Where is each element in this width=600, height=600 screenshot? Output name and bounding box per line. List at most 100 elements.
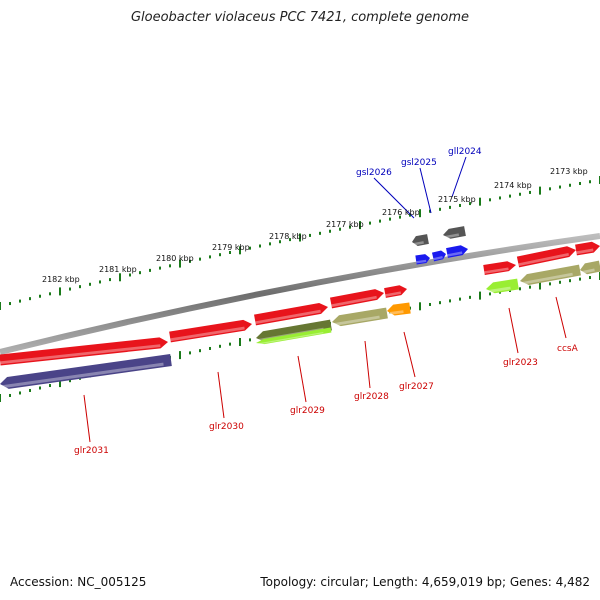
gene-label-ccsA[interactable]: ccsA xyxy=(557,344,579,354)
lower-scale-tick xyxy=(559,280,561,284)
leader-gll2024 xyxy=(451,156,467,198)
label-leaders xyxy=(83,156,567,443)
gene-glr2027 xyxy=(384,285,407,298)
lower-scale-tick xyxy=(569,279,571,283)
lower-scale-tick xyxy=(229,342,231,346)
genome-backbone xyxy=(0,233,600,355)
gene-label-gsl2025[interactable]: gsl2025 xyxy=(401,158,437,168)
lower-scale-tick xyxy=(519,287,521,291)
scale-label-2176: 2176 kbp xyxy=(382,208,420,217)
gene-gll2024 xyxy=(446,245,468,258)
upper-scale-tick xyxy=(409,213,411,217)
scale-label-2175: 2175 kbp xyxy=(438,195,476,204)
upper-scale-tick xyxy=(429,209,431,213)
upper-scale-tick xyxy=(109,278,111,282)
upper-scale-tick xyxy=(209,255,211,259)
upper-scale-tick xyxy=(539,186,541,195)
gene-glr2023-track2-shine xyxy=(486,286,511,294)
upper-scale-tick xyxy=(39,294,41,298)
gene-gll2024-track2-shine xyxy=(443,233,460,239)
upper-scale-tick xyxy=(439,207,441,211)
lower-scale-tick xyxy=(439,301,441,305)
gene-glr2028-shine xyxy=(331,295,377,308)
gene-glr2027-shine xyxy=(385,291,402,297)
gene-glr2023 xyxy=(483,261,516,275)
upper-scale-tick xyxy=(489,198,491,202)
upper-scale-tick xyxy=(0,302,1,310)
upper-scale-tick xyxy=(89,282,91,286)
gene-label-glr2027[interactable]: glr2027 xyxy=(399,382,434,392)
gene-label-gll2024[interactable]: gll2024 xyxy=(448,147,482,157)
gene-label-glr2023[interactable]: glr2023 xyxy=(503,358,538,368)
gene-ccsA-shine xyxy=(518,252,570,267)
lower-scale-tick xyxy=(469,295,471,299)
gene-label-glr2028[interactable]: glr2028 xyxy=(354,392,389,402)
gene-gll2024-track2 xyxy=(443,226,466,239)
gene-gsl2026-track2-shine xyxy=(412,241,424,246)
upper-scale-tick xyxy=(169,264,171,268)
gene-label-gsl2026[interactable]: gsl2026 xyxy=(356,168,392,178)
lower-scale-tick xyxy=(39,386,41,390)
lower-scale-tick xyxy=(529,285,531,289)
gene-label-glr2030[interactable]: glr2030 xyxy=(209,422,244,432)
gene-glr2031-track2 xyxy=(0,354,172,389)
lower-scale-tick xyxy=(419,302,421,311)
upper-scale-tick xyxy=(289,238,291,242)
upper-scale-tick xyxy=(259,244,261,248)
upper-scale-tick xyxy=(449,205,451,209)
leader-glr2028 xyxy=(364,340,371,389)
gene-glr2029 xyxy=(254,302,328,326)
upper-scale-tick xyxy=(589,180,591,184)
lower-scale-tick xyxy=(9,393,11,397)
lower-scale-tick xyxy=(69,379,71,383)
lower-scale-tick xyxy=(59,379,61,388)
upper-scale-tick xyxy=(69,287,71,291)
gene-gsl2025 xyxy=(431,250,446,262)
gene-glr2023-shine xyxy=(484,267,509,274)
gene-gsl2025-shine xyxy=(433,255,443,261)
gene-next-shine xyxy=(576,248,594,255)
lower-scale-tick xyxy=(449,299,451,303)
leader-glr2031 xyxy=(83,394,91,443)
gene-gsl2026-shine xyxy=(416,259,427,264)
scale-label-2177: 2177 kbp xyxy=(326,220,364,229)
gene-label-glr2029[interactable]: glr2029 xyxy=(290,406,325,416)
upper-scale-tick xyxy=(349,225,351,229)
upper-scale-tick xyxy=(179,259,181,268)
upper-scale-tick xyxy=(389,217,391,221)
gene-ccsA-track2-shine xyxy=(520,272,573,286)
lower-scale-tick xyxy=(249,338,251,342)
gene-ccsA xyxy=(516,246,576,268)
upper-scale-tick xyxy=(299,233,301,242)
lower-scale-tick xyxy=(239,338,241,346)
gene-glr2030 xyxy=(169,319,252,343)
upper-scale-tick xyxy=(459,203,461,207)
gene-gsl2026 xyxy=(415,254,430,265)
gene-glr2029-track2 xyxy=(256,319,332,343)
gene-glr2027-track2 xyxy=(387,302,411,316)
upper-scale-tick xyxy=(509,194,511,198)
gene-glr2029-shine xyxy=(255,309,321,325)
upper-scale-tick xyxy=(379,219,381,223)
upper-scale-tick xyxy=(9,302,11,306)
upper-scale-tick xyxy=(29,297,31,301)
leader-glr2030 xyxy=(217,371,225,419)
upper-scale-tick xyxy=(49,292,51,296)
gene-glr2023-track2 xyxy=(486,278,519,294)
scale-label-2182: 2182 kbp xyxy=(42,275,80,284)
leader-glr2027 xyxy=(403,331,416,378)
upper-scale-tick xyxy=(199,257,201,261)
lower-scale-tick xyxy=(549,282,551,286)
gene-glr2030-shine xyxy=(170,326,245,342)
upper-scale-tick xyxy=(279,240,281,244)
gene-glr2031 xyxy=(0,337,168,366)
leader-glr2029 xyxy=(297,355,307,403)
lower-scale-tick xyxy=(189,351,191,355)
gene-label-glr2031[interactable]: glr2031 xyxy=(74,446,109,456)
upper-scale-tick xyxy=(329,229,331,233)
upper-scale-tick xyxy=(369,221,371,225)
lower-scale-tick xyxy=(19,391,21,395)
lower-scale-tick xyxy=(0,394,1,402)
lower-scale-tick xyxy=(219,344,221,348)
